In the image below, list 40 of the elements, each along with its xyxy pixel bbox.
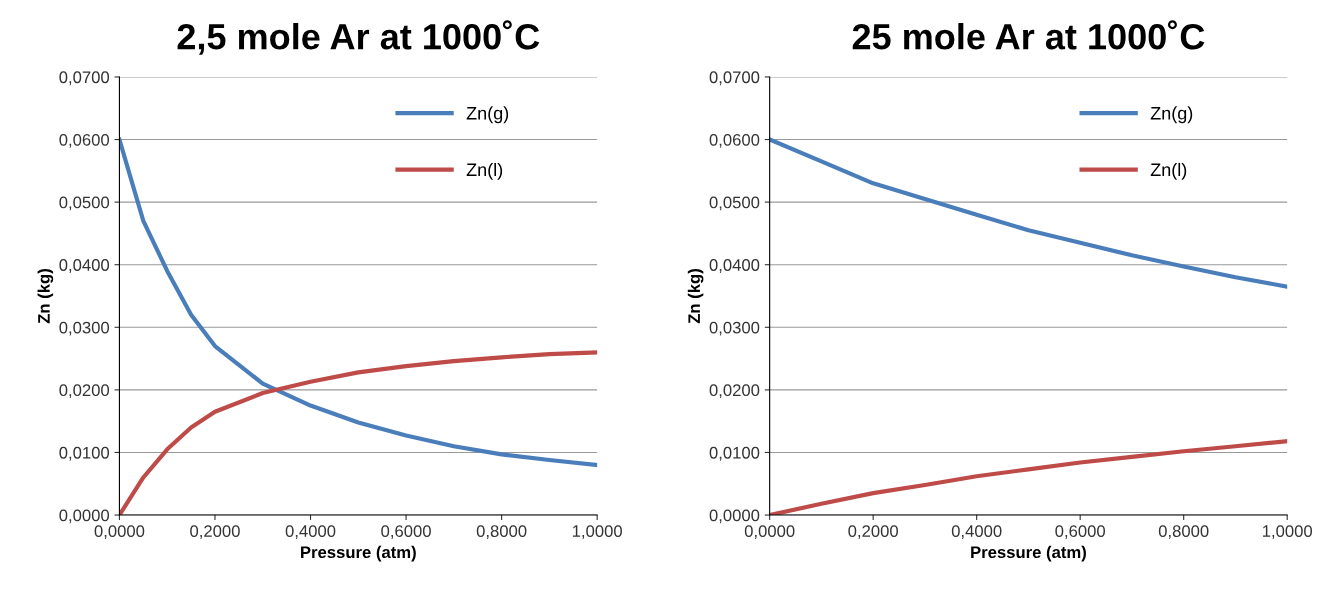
x-tick-label: 0,2000 (848, 525, 898, 539)
x-tick-label: 1,0000 (572, 525, 622, 539)
y-tick-label: 0,0000 (709, 509, 760, 524)
chart-title: 25 mole Ar at 1000˚C (852, 20, 1205, 50)
legend-label: Zn(l) (466, 162, 503, 180)
x-axis-title: Pressure (atm) (301, 545, 416, 562)
x-tick-label: 0,0000 (744, 525, 795, 539)
chart-title: 2,5 mole Ar at 1000˚C (177, 20, 540, 55)
y-tick-label: 0,0600 (709, 133, 760, 148)
y-tick-label: 0,0600 (59, 133, 110, 148)
x-axis-title: Pressure (atm) (971, 545, 1086, 562)
y-tick-label: 0,0400 (59, 259, 110, 273)
y-tick-label: 0,0100 (59, 446, 110, 461)
y-axis-title: Zn (kg) (687, 269, 704, 324)
y-tick-label: 0,0100 (709, 446, 760, 461)
y-tick-label: 0,0200 (59, 384, 110, 399)
legend-label: Zn(g) (1150, 106, 1193, 124)
y-tick-label: 0,0500 (59, 196, 110, 211)
legend-label: Zn(g) (466, 106, 509, 124)
y-tick-label: 0,0300 (709, 321, 760, 336)
legend-label: Zn(l) (1150, 162, 1187, 180)
x-tick-label: 0,8000 (476, 525, 527, 539)
x-tick-label: 1,0000 (1262, 525, 1313, 539)
line-series (119, 137, 598, 468)
y-tick-label: 0,0400 (709, 259, 760, 273)
x-tick-label: 0,6000 (381, 525, 431, 539)
x-tick-label: 0,2000 (190, 525, 240, 539)
y-tick-label: 0,0200 (709, 384, 760, 399)
line-series (769, 137, 1288, 289)
x-tick-label: 0,8000 (1158, 525, 1209, 539)
x-tick-label: 0,0000 (94, 525, 145, 539)
y-axis-title: Zn (kg) (37, 269, 54, 324)
x-tick-label: 0,4000 (285, 525, 336, 539)
y-tick-label: 0,0300 (59, 321, 110, 336)
y-tick-label: 0,0700 (709, 71, 760, 86)
y-tick-label: 0,0700 (59, 71, 110, 86)
x-tick-label: 0,4000 (951, 525, 1002, 539)
y-tick-label: 0,0000 (59, 509, 110, 524)
y-tick-label: 0,0500 (709, 196, 760, 211)
x-tick-label: 0,6000 (1055, 525, 1106, 539)
